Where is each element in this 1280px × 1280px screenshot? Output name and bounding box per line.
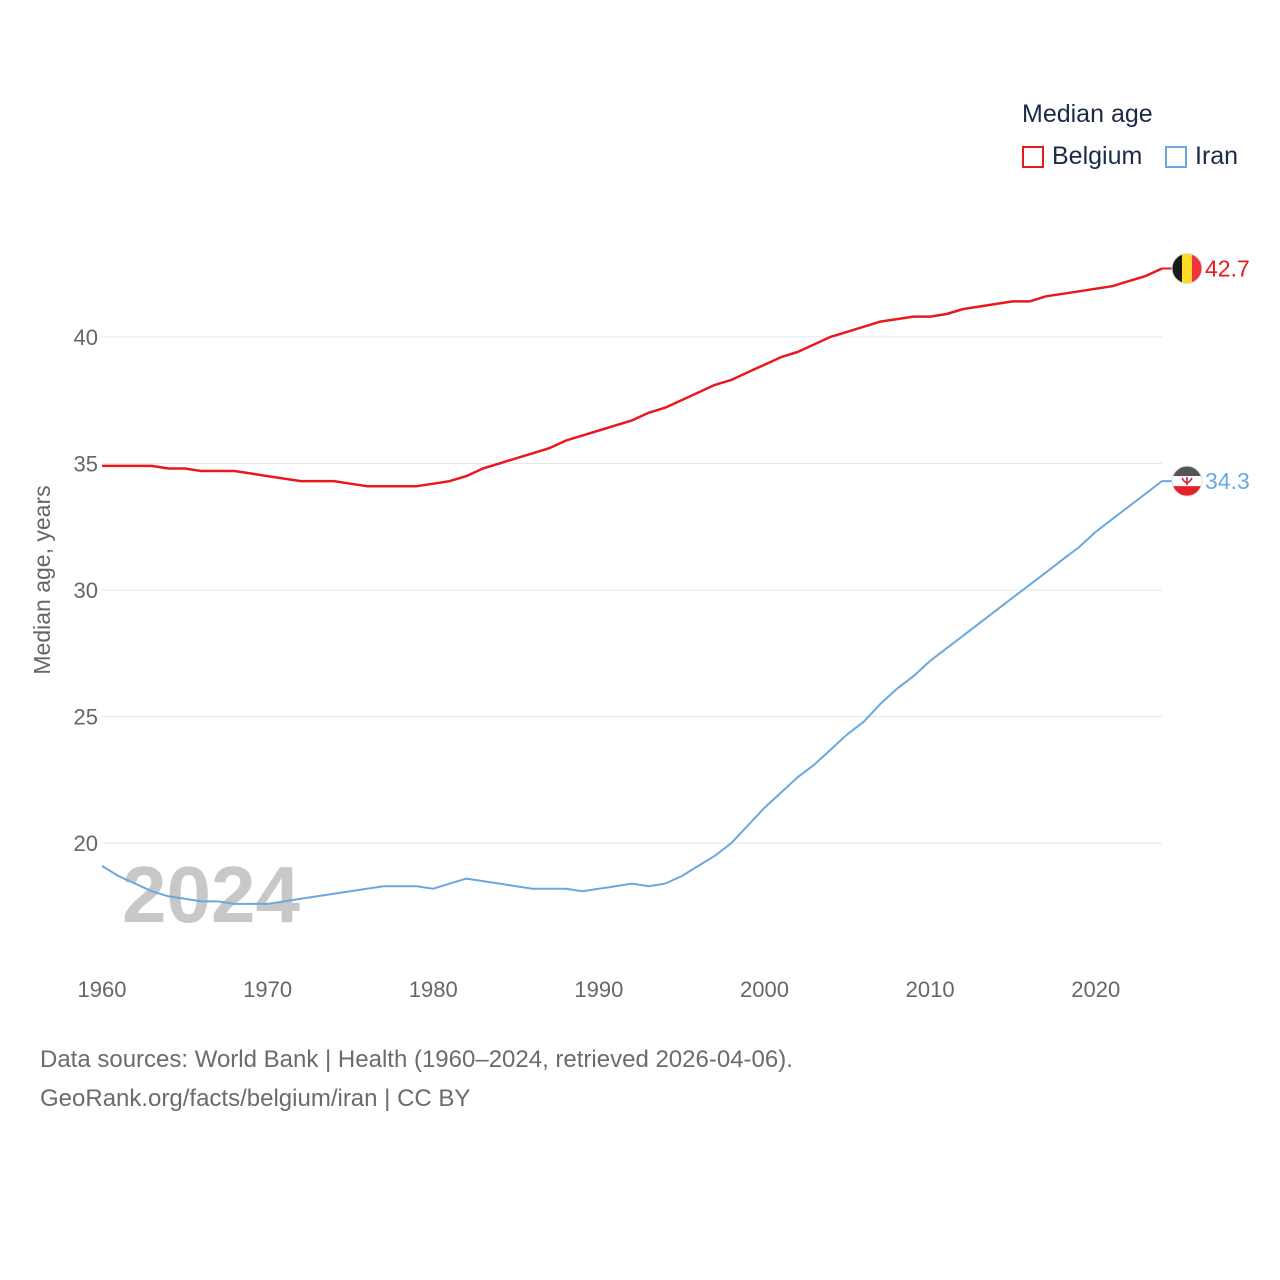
x-tick-1970: 1970 [243, 977, 292, 1002]
x-tick-2000: 2000 [740, 977, 789, 1002]
legend-item-belgium[interactable]: Belgium [1022, 142, 1142, 171]
x-tick-1990: 1990 [574, 977, 623, 1002]
end-label-iran: 34.3 [1205, 468, 1250, 494]
end-flags: 42.7 34.3 [1171, 252, 1250, 497]
x-tick-1980: 1980 [409, 977, 458, 1002]
y-tick-40: 40 [74, 325, 98, 350]
flag-iran-icon [1171, 465, 1203, 497]
x-tick-2010: 2010 [906, 977, 955, 1002]
legend-item-iran[interactable]: Iran [1165, 142, 1238, 171]
y-tick-25: 25 [74, 705, 98, 730]
line-belgium [102, 267, 1163, 488]
y-axis-label: Median age, years [29, 485, 55, 674]
source-line-1: Data sources: World Bank | Health (1960–… [40, 1046, 793, 1073]
legend-swatch-belgium [1022, 145, 1044, 168]
source-line-2[interactable]: GeoRank.org/facts/belgium/iran | CC BY [40, 1085, 471, 1112]
y-tick-20: 20 [74, 831, 98, 856]
legend-title: Median age [1022, 100, 1153, 128]
legend-label-iran: Iran [1195, 142, 1239, 170]
x-tick-2020: 2020 [1071, 977, 1120, 1002]
line-iran [101, 480, 1163, 905]
y-tick-30: 30 [74, 578, 98, 603]
legend-label-belgium: Belgium [1052, 142, 1143, 170]
series-lines [101, 267, 1174, 905]
end-label-belgium: 42.7 [1205, 255, 1250, 281]
y-tick-labels: 20 25 30 35 40 [74, 325, 98, 856]
legend-swatch-iran [1165, 145, 1187, 168]
year-watermark: 2024 [122, 850, 300, 939]
y-gridlines [102, 336, 1162, 844]
x-tick-1960: 1960 [78, 977, 127, 1002]
y-tick-35: 35 [74, 451, 98, 476]
x-tick-labels: 1960 1970 1980 1990 2000 2010 2020 [78, 977, 1121, 1002]
flag-belgium-icon [1171, 252, 1203, 284]
